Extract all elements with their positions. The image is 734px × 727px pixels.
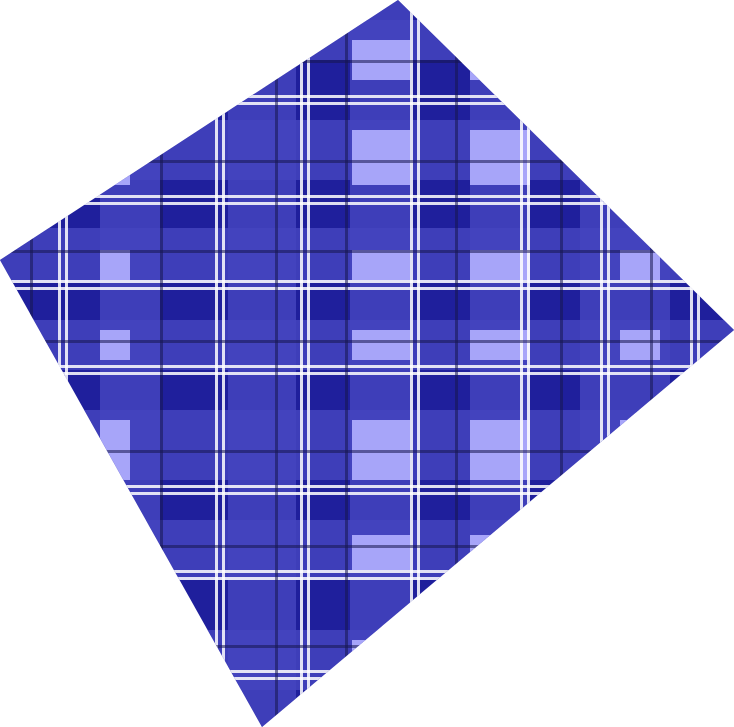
light-check [352,330,410,360]
light-check [620,420,660,480]
light-check [100,250,130,280]
light-check [620,330,660,360]
white-pinstripe-horizontal [0,287,734,290]
white-pinstripe-horizontal [0,677,734,680]
light-check [100,535,130,570]
white-pinstripe-vertical [215,0,218,727]
white-pinstripe-horizontal [0,670,734,673]
dark-pinstripe-vertical [345,0,348,727]
light-check [100,130,130,185]
white-pinstripe-vertical [307,0,310,727]
dark-pinstripe-horizontal [0,340,734,343]
white-pinstripe-vertical [690,0,693,727]
white-pinstripe-vertical [300,0,303,727]
white-pinstripe-vertical [607,0,610,727]
white-pinstripe-vertical [222,0,225,727]
light-check [620,535,660,570]
light-check [100,40,130,80]
white-pinstripe-vertical [417,0,420,727]
white-pinstripe-horizontal [0,577,734,580]
dark-pinstripe-horizontal [0,450,734,453]
white-pinstripe-vertical [520,0,523,727]
light-check [470,640,530,680]
light-check [352,250,410,280]
light-check [620,40,660,80]
light-check [620,130,660,185]
white-pinstripe-vertical [65,0,68,727]
white-pinstripe-horizontal [0,492,734,495]
light-check [470,535,530,570]
white-pinstripe-horizontal [0,365,734,368]
white-pinstripe-horizontal [0,280,734,283]
white-pinstripe-vertical [697,0,700,727]
white-pinstripe-horizontal [0,372,734,375]
light-check [352,130,410,185]
dark-pinstripe-vertical [160,0,163,727]
white-pinstripe-horizontal [0,95,734,98]
light-check [100,330,130,360]
light-check [620,640,660,680]
light-check [352,640,410,680]
dark-pinstripe-vertical [275,0,278,727]
white-pinstripe-vertical [600,0,603,727]
white-pinstripe-horizontal [0,570,734,573]
dark-pinstripe-horizontal [0,545,734,548]
white-pinstripe-vertical [527,0,530,727]
dark-pinstripe-horizontal [0,645,734,648]
dark-pinstripe-vertical [560,0,563,727]
white-pinstripe-horizontal [0,485,734,488]
white-pinstripe-horizontal [0,195,734,198]
light-check [470,40,530,80]
dark-pinstripe-horizontal [0,160,734,163]
white-pinstripe-horizontal [0,202,734,205]
white-pinstripe-vertical [58,0,61,727]
horizontal-band [0,630,734,690]
dark-pinstripe-horizontal [0,60,734,63]
light-check [100,640,130,680]
light-check [352,535,410,570]
light-check [620,250,660,280]
white-pinstripe-vertical [410,0,413,727]
dark-pinstripe-vertical [455,0,458,727]
dark-pinstripe-vertical [650,0,653,727]
white-pinstripe-horizontal [0,102,734,105]
dark-pinstripe-horizontal [0,250,734,253]
dark-pinstripe-vertical [30,0,33,727]
